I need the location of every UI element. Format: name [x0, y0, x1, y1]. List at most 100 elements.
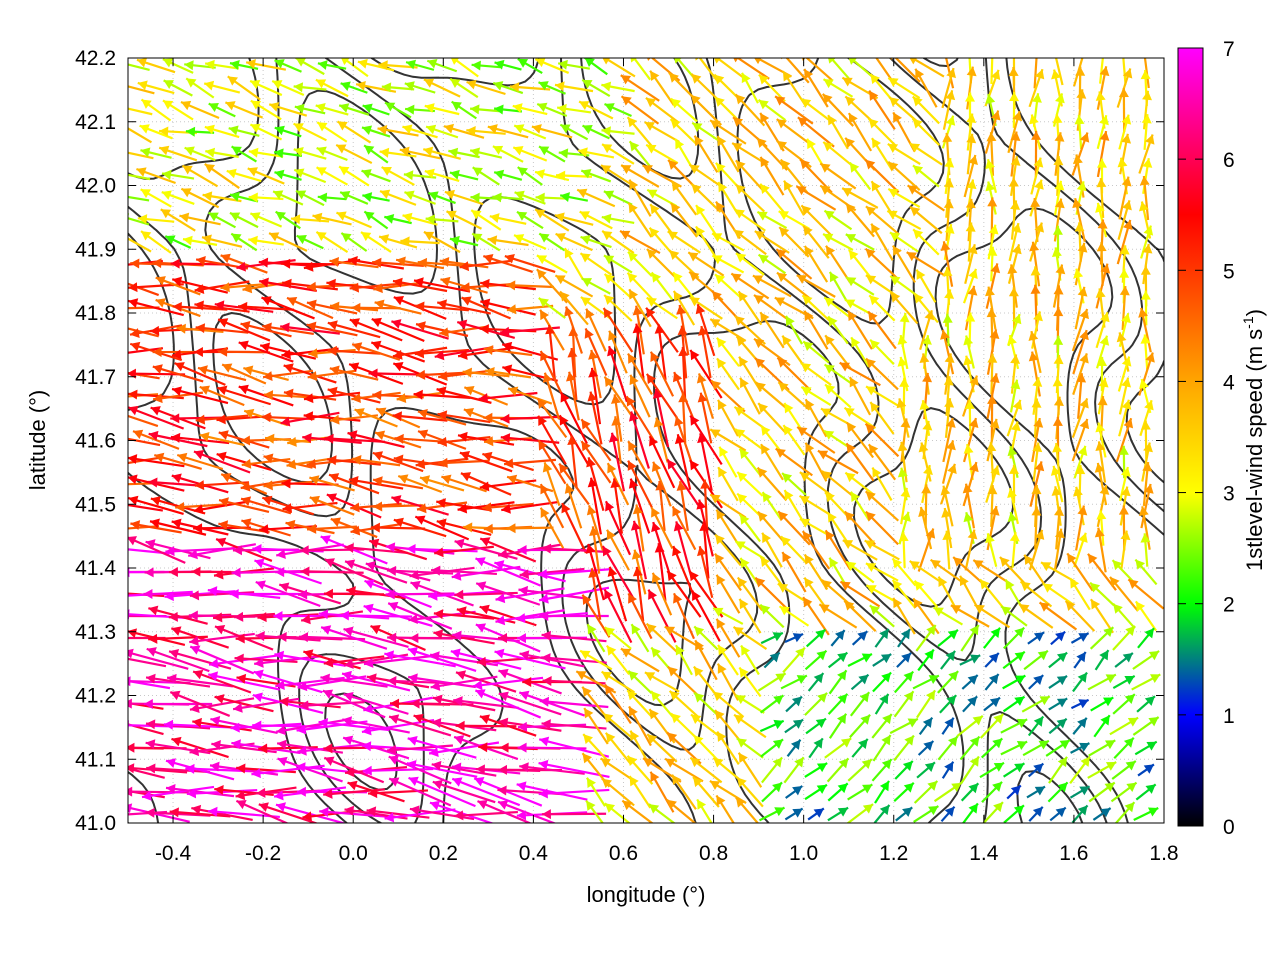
wind-arrow-shaft [343, 693, 409, 715]
wind-arrow-head [672, 546, 682, 557]
wind-arrow-head [1118, 505, 1129, 515]
wind-arrow-shaft [610, 432, 626, 492]
wind-arrow-shaft [171, 737, 229, 759]
wind-arrow-head [1124, 802, 1135, 813]
wind-arrow-head [754, 58, 762, 65]
wind-arrow-head [219, 497, 229, 508]
wind-arrow-head [777, 583, 789, 593]
wind-arrow-head [588, 367, 599, 378]
wind-arrow-head [585, 308, 595, 319]
wind-arrow-head [861, 759, 872, 769]
wind-arrow-head [457, 431, 468, 442]
wind-arrow-head [299, 700, 309, 711]
wind-arrow-head [1053, 307, 1064, 317]
wind-arrow-head [319, 806, 329, 817]
wind-arrow-head [432, 694, 443, 705]
wind-arrow-head [580, 297, 592, 307]
wind-arrow-head [161, 190, 172, 200]
wind-arrow-shaft [191, 806, 253, 822]
wind-arrow-head [236, 763, 246, 774]
wind-arrow-head [628, 251, 638, 262]
wind-arrow-head [626, 396, 636, 407]
wind-arrow-head [987, 485, 998, 495]
wind-arrow-head [776, 140, 788, 151]
wind-arrow-head [762, 492, 772, 503]
wind-arrow-head [967, 529, 978, 540]
wind-arrow-head [193, 449, 205, 460]
wind-arrow-shaft [450, 650, 522, 670]
wind-arrow-head [414, 348, 425, 359]
wind-arrow-shaft [698, 58, 719, 83]
wind-arrow-shaft [519, 567, 585, 577]
wind-arrow-head [1008, 287, 1019, 297]
wind-arrow-head [457, 503, 468, 514]
wind-arrow-head [159, 145, 170, 156]
wind-arrow-shaft [479, 715, 537, 737]
wind-arrow-shaft [341, 672, 411, 692]
wind-arrow-shaft [128, 327, 160, 338]
wind-arrow-head [1055, 93, 1065, 104]
wind-arrow-head [216, 451, 227, 462]
wind-arrow-head [483, 412, 493, 423]
wind-arrow-head [846, 277, 857, 287]
wind-arrow-shaft [457, 434, 515, 446]
wind-arrow-head [428, 590, 438, 601]
wind-arrow-shaft [189, 645, 255, 675]
wind-arrow-head [605, 732, 616, 743]
wind-arrow-head [601, 671, 612, 681]
wind-arrow-head [1090, 599, 1101, 610]
wind-arrow-shaft [276, 719, 344, 733]
wind-arrow-head [844, 407, 855, 417]
wind-arrow-head [218, 430, 229, 440]
wind-arrow-head [364, 211, 375, 221]
wind-arrow-head [817, 450, 829, 460]
wind-arrow-head [398, 474, 409, 484]
wind-arrow-shaft [128, 657, 167, 668]
wind-arrow-head [306, 458, 317, 469]
wind-arrow-head [969, 736, 980, 747]
wind-arrow-head [169, 648, 180, 659]
wind-arrow-head [192, 717, 202, 728]
wind-arrow-head [677, 325, 688, 336]
wind-arrow-head [888, 161, 899, 172]
wind-arrow-head [987, 353, 998, 363]
wind-arrow-head [844, 511, 855, 522]
wind-arrow-shaft [170, 435, 230, 445]
wind-arrow-head [1054, 132, 1065, 142]
wind-arrow-head [782, 335, 792, 346]
wind-arrow-head [413, 277, 424, 288]
wind-arrow-head [1079, 786, 1090, 796]
wind-arrow-head [389, 714, 400, 724]
wind-arrow-head [801, 98, 812, 109]
wind-arrow-head [539, 736, 550, 747]
wind-arrow-shaft [128, 237, 152, 253]
wind-arrow-head [141, 231, 152, 241]
wind-arrow-head [423, 146, 434, 157]
wind-arrow-head [824, 210, 835, 220]
wind-arrow-head [741, 72, 751, 84]
wind-arrow-head [542, 676, 552, 686]
wind-arrow-head [188, 610, 198, 621]
wind-arrow-head [900, 418, 911, 428]
wind-arrow-head [287, 296, 298, 307]
wind-arrow-head [500, 413, 510, 424]
wind-arrow-head [516, 613, 526, 624]
wind-arrow-head [785, 315, 795, 327]
wind-arrow-head [859, 692, 870, 703]
x-tick-label: 0.8 [699, 842, 728, 865]
x-tick-label: 0.6 [609, 842, 638, 865]
wind-arrow-head [1051, 247, 1062, 257]
wind-arrow-head [431, 717, 442, 728]
wind-arrow-head [226, 168, 237, 179]
wind-arrow-head [1095, 422, 1106, 433]
wind-arrow-head [667, 459, 677, 470]
wind-arrow-head [342, 670, 352, 681]
wind-arrow-head [697, 433, 707, 444]
wind-arrow-head [698, 326, 708, 336]
wind-arrow-head [165, 235, 176, 245]
wind-arrow-head [475, 764, 485, 775]
wind-arrow-head [199, 385, 210, 395]
wind-arrow-head [879, 628, 889, 640]
wind-arrow-head [604, 295, 615, 305]
wind-arrow-head [651, 522, 661, 533]
